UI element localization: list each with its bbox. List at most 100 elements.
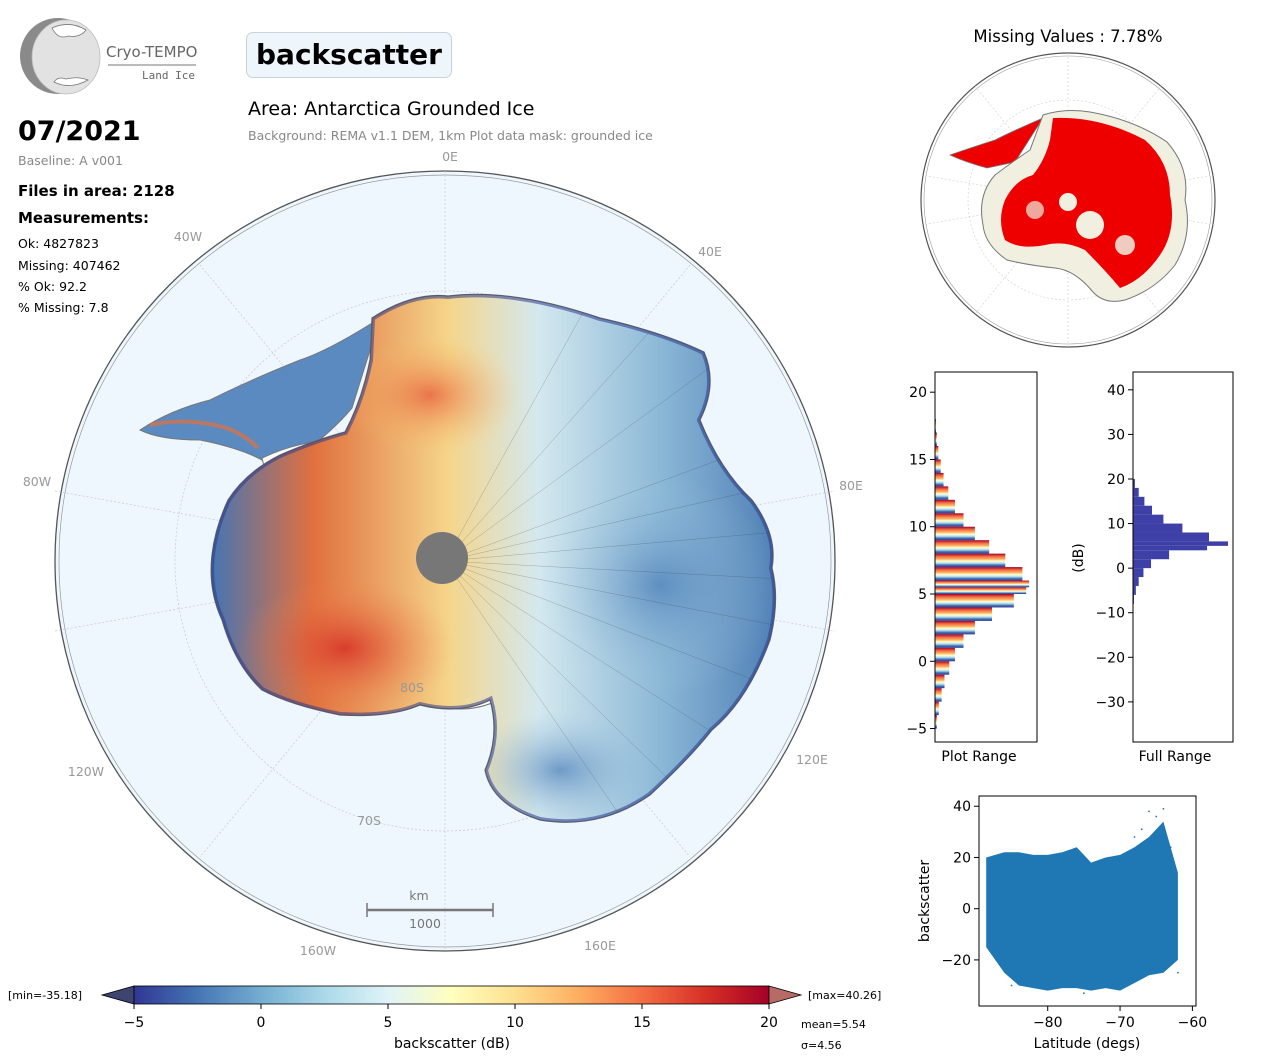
full-hist-bar bbox=[1133, 568, 1144, 578]
missing-count: Missing: 407462 bbox=[18, 258, 121, 273]
plot-hist-ytick-label: 0 bbox=[918, 654, 927, 670]
cb-tick-20: 20 bbox=[760, 1004, 778, 1031]
full-hist-bar bbox=[1133, 487, 1139, 497]
plot-hist-bar bbox=[935, 607, 992, 621]
plot-hist-bar bbox=[935, 715, 937, 729]
full-hist-bar bbox=[1133, 550, 1170, 560]
svg-text:15: 15 bbox=[633, 1015, 651, 1031]
scatter-point bbox=[1133, 836, 1136, 838]
files-count: Files in area: 2128 bbox=[18, 182, 175, 200]
full-hist-bar bbox=[1133, 514, 1164, 524]
plot-hist-bar bbox=[935, 647, 955, 662]
plot-hist-bar bbox=[935, 472, 944, 487]
full-hist-ytick-label: 30 bbox=[1107, 427, 1125, 443]
plot-hist-bar bbox=[935, 688, 942, 702]
parameter-title: backscatter bbox=[246, 32, 452, 78]
plot-hist-ytick-label: −5 bbox=[906, 722, 927, 738]
plot-hist-bar bbox=[935, 540, 990, 554]
scatter-point bbox=[1119, 984, 1121, 987]
sigma-label: σ=4.56 bbox=[801, 1039, 842, 1052]
plot-hist-bar bbox=[935, 674, 945, 689]
cb-tick-m5: −5 bbox=[124, 1004, 145, 1031]
cryo-tempo-logo: Cryo-TEMPO Land Ice bbox=[20, 18, 197, 95]
svg-text:−5: −5 bbox=[124, 1015, 145, 1031]
full-hist-bar bbox=[1133, 532, 1209, 542]
full-hist-ytick-label: −30 bbox=[1095, 695, 1125, 711]
plot-hist-ytick-label: 5 bbox=[918, 587, 927, 603]
full-hist-bar bbox=[1133, 585, 1136, 595]
plot-hist-bar bbox=[935, 526, 975, 541]
plot-hist-bar bbox=[935, 446, 939, 460]
scatter-ytick-label: 0 bbox=[962, 902, 971, 918]
cb-tick-0: 0 bbox=[257, 1004, 266, 1031]
percent-missing: % Missing: 7.8 bbox=[18, 300, 109, 315]
colorbar-min-label: [min=-35.18] bbox=[8, 989, 82, 1002]
full-hist-ytick-label: 20 bbox=[1107, 472, 1125, 488]
percent-ok: % Ok: 92.2 bbox=[18, 279, 87, 294]
scatter-ytick-label: −20 bbox=[941, 953, 971, 969]
scale-value: 1000 bbox=[409, 916, 441, 931]
lon-label-160e: 160E bbox=[584, 938, 616, 953]
backscatter-latitude-scatter: −80 −70 −60 −20 0 20 40 Latitude (degs) backsc… bbox=[917, 795, 1207, 1052]
full-hist-bar bbox=[1133, 478, 1135, 488]
logo-subtitle: Land Ice bbox=[142, 69, 195, 82]
scatter-point bbox=[1140, 828, 1143, 831]
plot-hist-ytick-label: 20 bbox=[909, 385, 927, 401]
lon-label-40w: 40W bbox=[174, 229, 202, 244]
scatter-xtick-label: −80 bbox=[1033, 1015, 1063, 1031]
scatter-point bbox=[1155, 815, 1158, 818]
plot-hist-bar bbox=[935, 499, 955, 514]
svg-text:0: 0 bbox=[257, 1015, 266, 1031]
plot-hist-ytick-label: 15 bbox=[909, 452, 927, 468]
full-hist-ytick-label: 40 bbox=[1107, 383, 1125, 399]
plot-range-label: Plot Range bbox=[941, 749, 1016, 765]
plot-hist-bar bbox=[935, 620, 975, 635]
plot-hist-bar bbox=[935, 701, 939, 716]
scatter-ytick-label: 20 bbox=[953, 850, 971, 866]
full-range-ylabel: (dB) bbox=[1071, 543, 1087, 572]
lon-label-0e: 0E bbox=[442, 149, 458, 164]
lat-label-80s: 80S bbox=[400, 680, 424, 695]
full-hist-ytick-label: 0 bbox=[1116, 561, 1125, 577]
plot-hist-ytick-label: 10 bbox=[909, 520, 927, 536]
plot-hist-bar bbox=[935, 553, 1006, 568]
lon-label-80e: 80E bbox=[839, 478, 863, 493]
logo-name: Cryo-TEMPO bbox=[106, 43, 197, 61]
full-hist-bar bbox=[1133, 577, 1139, 586]
full-hist-ytick-label: −20 bbox=[1095, 650, 1125, 666]
scatter-point-cloud bbox=[986, 821, 1178, 991]
full-range-label: Full Range bbox=[1139, 749, 1212, 765]
plot-hist-bar bbox=[935, 594, 1014, 608]
colorbar-max-extend bbox=[768, 985, 803, 1005]
full-hist-bar bbox=[1133, 523, 1183, 533]
colorbar-label: backscatter (dB) bbox=[394, 1036, 510, 1052]
scatter-ylabel: backscatter bbox=[917, 860, 933, 942]
full-hist-bar bbox=[1133, 505, 1152, 515]
colorbar: −5 0 5 10 15 20 [min=-35.18] [max=40.26]… bbox=[8, 985, 881, 1052]
plot-hist-bar bbox=[935, 634, 964, 648]
colorbar-min-extend bbox=[100, 985, 135, 1005]
plot-hist-bar bbox=[935, 567, 1023, 581]
main-map: 0E 40E 80E 120E 160E 160W 120W 80W 40W 8… bbox=[23, 149, 863, 958]
svg-text:10: 10 bbox=[506, 1015, 524, 1031]
scatter-xlabel: Latitude (degs) bbox=[1034, 1036, 1141, 1052]
scatter-point bbox=[1148, 810, 1150, 813]
full-hist-bar bbox=[1133, 545, 1208, 551]
scatter-point bbox=[1169, 846, 1172, 849]
plot-hist-bar bbox=[935, 661, 950, 675]
ok-count: Ok: 4827823 bbox=[18, 236, 99, 251]
pole-hole bbox=[416, 532, 468, 584]
lon-label-40e: 40E bbox=[698, 244, 722, 259]
plot-hist-bar bbox=[935, 459, 941, 473]
scale-bar: km 1000 bbox=[366, 888, 494, 931]
scatter-xtick-label: −70 bbox=[1105, 1015, 1135, 1031]
full-hist-bar bbox=[1133, 541, 1228, 546]
measurements-heading: Measurements: bbox=[18, 209, 149, 227]
plot-hist-bar bbox=[935, 587, 1027, 594]
plot-range-histogram: −5 0 5 10 15 20 Plot Range bbox=[906, 371, 1038, 765]
area-title: Area: Antarctica Grounded Ice bbox=[248, 98, 535, 120]
mean-label: mean=5.54 bbox=[801, 1018, 866, 1031]
missing-values-map bbox=[920, 52, 1216, 348]
full-hist-ytick-label: −10 bbox=[1095, 606, 1125, 622]
full-hist-bar bbox=[1133, 496, 1145, 506]
